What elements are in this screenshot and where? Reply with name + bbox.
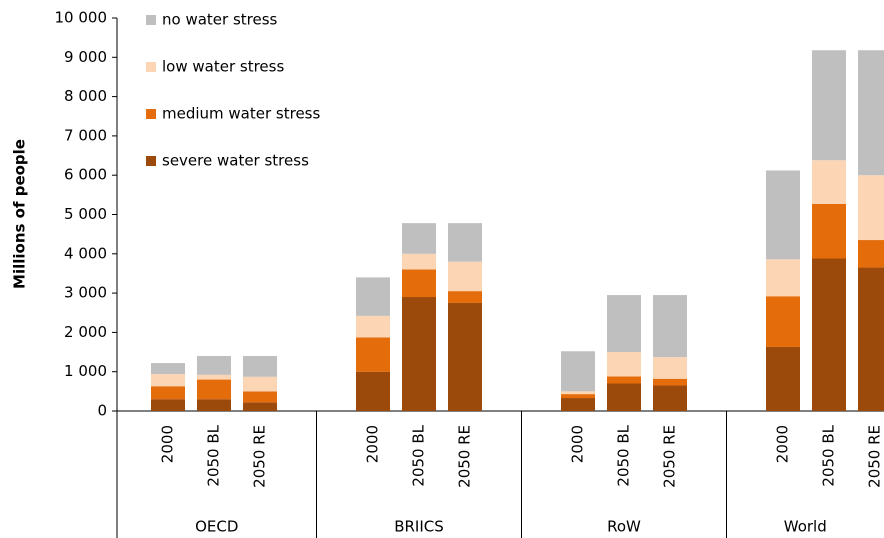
x-tick-label: 2050 RE [456, 425, 474, 488]
bar-segment [151, 363, 185, 375]
y-tick-label: 8 000 [64, 87, 107, 105]
x-tick-label: 2050 BL [820, 424, 838, 486]
bar-segment [243, 355, 277, 377]
bar-segment [858, 50, 884, 176]
bar-segment [766, 259, 800, 297]
bar-segment [653, 385, 687, 411]
bar-segment [356, 315, 390, 338]
y-tick-label: 10 000 [55, 9, 108, 27]
bar-segment [561, 391, 595, 395]
bar-segment [448, 302, 482, 411]
bar-segment [356, 277, 390, 316]
y-tick-label: 2 000 [64, 323, 107, 341]
bar-segment [197, 355, 231, 375]
x-tick-label: 2000 [159, 425, 177, 463]
bar-segment [812, 50, 846, 161]
x-tick-label: 2000 [774, 425, 792, 463]
bar-segment [858, 240, 884, 268]
group-label: BRIICS [394, 518, 444, 536]
x-tick-label: 2050 RE [251, 425, 269, 488]
bar-segment [561, 394, 595, 399]
bar-segment [356, 337, 390, 372]
group-label: RoW [607, 518, 641, 536]
group-label: World [784, 518, 827, 536]
bar-segment [812, 203, 846, 259]
bar-segment [151, 386, 185, 400]
bar-segment [243, 376, 277, 392]
bar-segment [653, 295, 687, 358]
x-tick-label: 2050 BL [205, 424, 223, 486]
x-tick-label: 2000 [569, 425, 587, 463]
bar-segment [607, 352, 641, 377]
x-tick-label: 2000 [364, 425, 382, 463]
bar-segment [197, 379, 231, 400]
bar-segment [766, 346, 800, 411]
bar-segment [243, 391, 277, 403]
bar-segment [812, 258, 846, 411]
bar-segment [356, 371, 390, 411]
legend-swatch [146, 62, 156, 72]
legend-label: severe water stress [162, 152, 309, 170]
bar-segment [653, 357, 687, 379]
y-tick-label: 6 000 [64, 166, 107, 184]
x-tick-label: 2050 BL [410, 424, 428, 486]
bar-segment [812, 160, 846, 204]
bar-segment [197, 399, 231, 411]
y-tick-label: 9 000 [64, 48, 107, 66]
bar-segment [402, 253, 436, 270]
bar-segment [243, 402, 277, 411]
legend-label: no water stress [162, 11, 278, 29]
bar-segment [151, 374, 185, 387]
legend-label: medium water stress [162, 105, 320, 123]
bar-segment [607, 376, 641, 384]
bar-segment [151, 399, 185, 411]
y-tick-label: 4 000 [64, 244, 107, 262]
x-tick-label: 2050 BL [615, 424, 633, 486]
legend-swatch [146, 109, 156, 119]
y-tick-label: 3 000 [64, 284, 107, 302]
legend-label: low water stress [162, 58, 284, 76]
y-tick-label: 7 000 [64, 126, 107, 144]
x-tick-label: 2050 RE [661, 425, 679, 488]
y-axis-title: Millions of people [11, 139, 29, 289]
bar-segment [766, 170, 800, 260]
y-tick-label: 1 000 [64, 362, 107, 380]
bar-segment [858, 175, 884, 241]
bar-segment [561, 351, 595, 392]
bar-segment [607, 295, 641, 353]
group-label: OECD [195, 518, 238, 536]
legend-swatch [146, 15, 156, 25]
bar-segment [448, 223, 482, 262]
bar-segment [653, 378, 687, 386]
y-tick-label: 0 [97, 402, 107, 420]
x-tick-label: 2050 RE [866, 425, 884, 488]
bar-segment [402, 223, 436, 254]
bar-segment [448, 261, 482, 292]
bar-segment [858, 267, 884, 411]
bar-segment [607, 383, 641, 411]
bar-segment [197, 374, 231, 380]
bar-segment [448, 291, 482, 303]
bar-segment [561, 398, 595, 411]
bar-segment [402, 269, 436, 298]
bar-segment [402, 297, 436, 411]
legend-swatch [146, 156, 156, 166]
y-tick-label: 5 000 [64, 205, 107, 223]
bar-segment [766, 296, 800, 347]
